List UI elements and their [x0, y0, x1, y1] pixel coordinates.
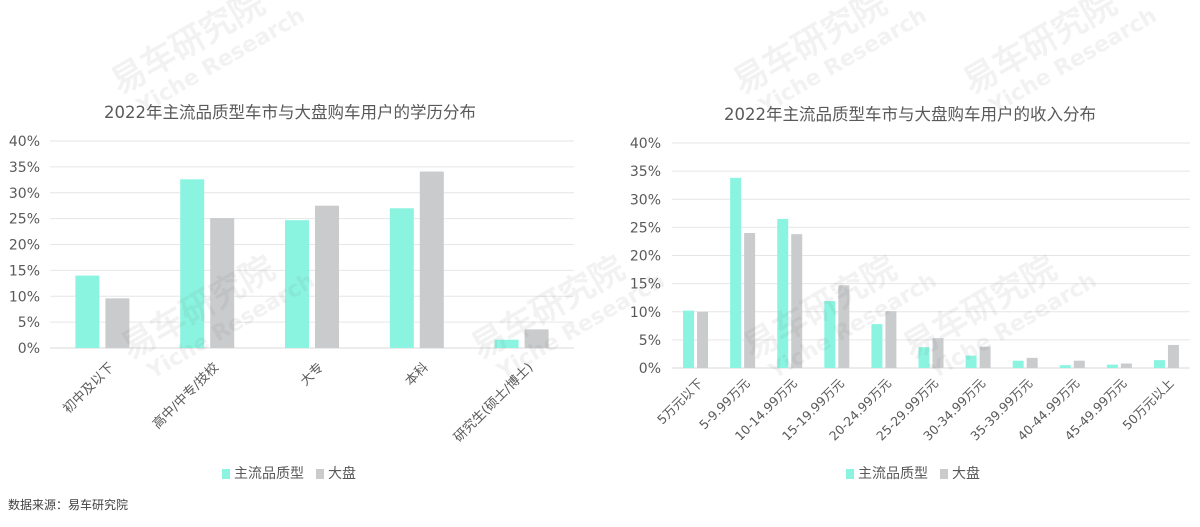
y-tick-label: 0%: [18, 341, 40, 357]
y-tick-label: 35%: [630, 164, 661, 180]
legend-label: 主流品质型: [234, 466, 304, 482]
y-tick-label: 35%: [9, 160, 40, 176]
bar-market: [885, 311, 897, 368]
bar-primary: [1106, 364, 1118, 368]
legend-swatch: [222, 469, 230, 479]
bar-primary: [389, 208, 414, 348]
income-chart: 2022年主流品质型车市与大盘购车用户的收入分布 0% 5% 10% 15% 20% 25%…: [630, 0, 1190, 482]
y-tick-label: 15%: [630, 277, 661, 293]
bar-primary: [965, 355, 977, 368]
bar-primary: [75, 275, 100, 348]
legend-label: 大盘: [328, 465, 356, 482]
bar-primary: [918, 347, 930, 368]
y-tick-label: 30%: [630, 192, 661, 208]
y-tick-label: 40%: [630, 136, 661, 152]
y-tick-label: 0%: [639, 361, 661, 377]
bar-market: [524, 329, 549, 348]
education-chart: 2022年主流品质型车市与大盘购车用户的学历分布 0% 5% 10% 15% 20% 25%…: [9, 0, 669, 482]
bar-primary: [285, 220, 309, 348]
x-tick-label: 50万元以上: [1119, 376, 1176, 433]
chart-title: 2022年主流品质型车市与大盘购车用户的收入分布: [724, 105, 1096, 124]
y-tick-label: 20%: [9, 238, 40, 254]
bar-market: [1120, 363, 1132, 368]
y-tick-label: 25%: [630, 220, 661, 236]
y-tick-label: 30%: [9, 186, 40, 202]
legend-swatch: [316, 469, 324, 479]
bar-primary: [1153, 360, 1165, 368]
bar-market: [697, 311, 709, 368]
bar-primary: [1059, 365, 1071, 368]
bar-market: [838, 285, 850, 368]
y-tick-label: 40%: [9, 134, 40, 150]
y-tick-label: 5%: [639, 333, 661, 349]
y-tick-label: 10%: [630, 305, 661, 321]
y-tick-label: 5%: [18, 315, 40, 331]
bar-market: [1026, 357, 1038, 368]
bar-market: [744, 233, 756, 368]
y-tick-label: 15%: [9, 263, 40, 279]
bar-primary: [180, 179, 205, 348]
bar-market: [315, 205, 339, 348]
bar-market: [791, 234, 803, 368]
bar-market: [1167, 344, 1179, 368]
y-tick-label: 10%: [9, 289, 40, 305]
bar-market: [932, 338, 944, 368]
bar-primary: [1012, 360, 1024, 368]
y-tick-label: 20%: [630, 249, 661, 265]
bar-primary: [730, 177, 742, 368]
bar-primary: [871, 324, 883, 368]
legend-swatch: [940, 469, 948, 479]
legend-swatch: [846, 469, 854, 479]
y-tick-label: 25%: [9, 212, 40, 228]
x-tick-label: 大专: [298, 360, 327, 389]
x-tick-label: 本科: [403, 360, 432, 389]
data-source-note: 数据来源：易车研究院: [8, 498, 129, 512]
bar-market: [210, 218, 235, 348]
legend-label: 大盘: [952, 465, 980, 482]
bar-primary: [683, 310, 695, 368]
x-tick-label: 初中及以下: [61, 360, 118, 417]
bar-market: [979, 346, 991, 368]
legend-label: 主流品质型: [858, 466, 928, 482]
bar-primary: [494, 339, 519, 348]
chart-title: 2022年主流品质型车市与大盘购车用户的学历分布: [104, 103, 476, 122]
bar-market: [105, 298, 130, 348]
bar-primary: [824, 301, 836, 368]
bar-market: [1073, 360, 1085, 368]
bar-market: [419, 171, 444, 348]
bar-primary: [777, 218, 789, 368]
